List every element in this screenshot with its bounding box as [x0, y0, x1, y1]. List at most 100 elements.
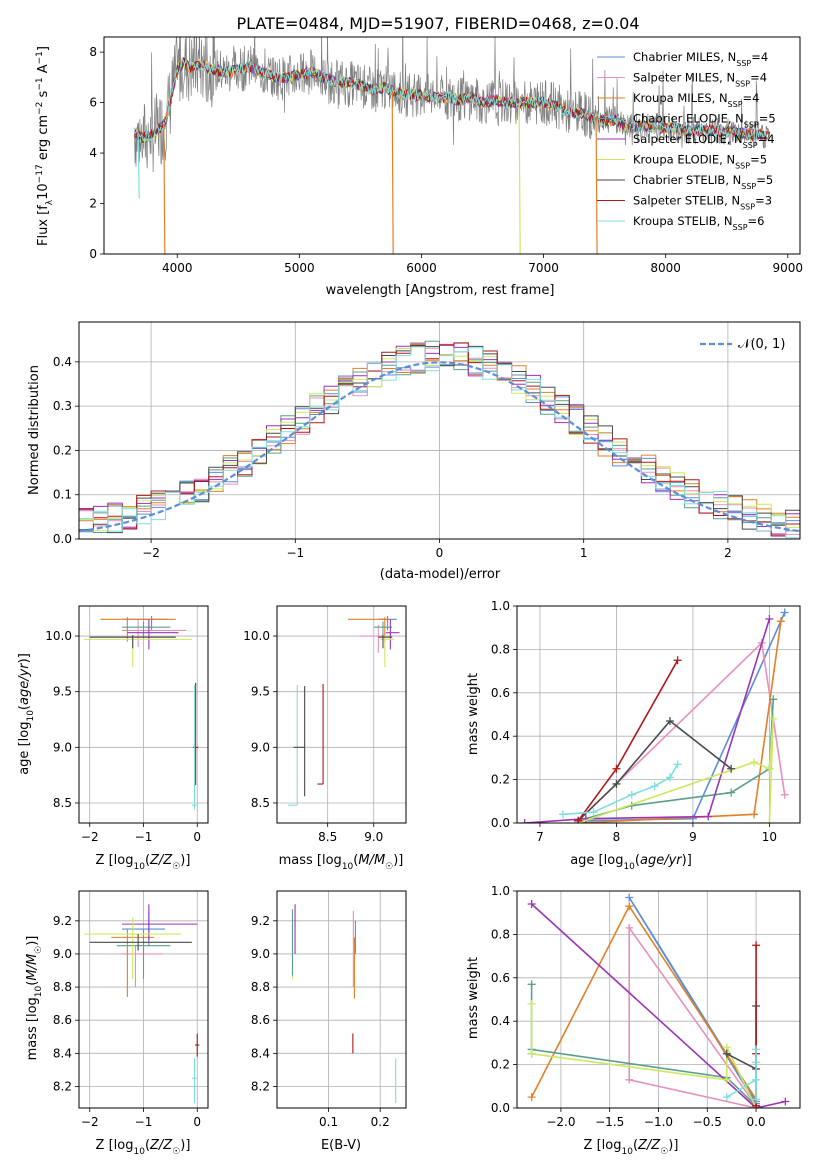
- plus-marker: [752, 1095, 761, 1104]
- y-tick-label: 0.4: [491, 1014, 510, 1028]
- x-tick-label: −1: [135, 1115, 153, 1129]
- observed-spectrum-line: [134, 37, 770, 173]
- mass-vs-Z-ylabel: mass [log10(M/M☉)]: [25, 936, 44, 1061]
- axes-frame: [516, 605, 801, 824]
- errorbar-series-group: [84, 616, 199, 810]
- y-tick-label: 8.6: [53, 1013, 72, 1027]
- plus-marker: [780, 608, 789, 617]
- y-tick-label: 0.4: [491, 729, 510, 743]
- x-tick-label: −2.0: [546, 1115, 575, 1129]
- plus-marker: [765, 764, 774, 773]
- axes-frame: [276, 890, 407, 1109]
- plus-marker: [625, 902, 634, 911]
- spectrum-series-group: [134, 37, 770, 254]
- y-tick-label: 10.0: [45, 629, 72, 643]
- mw-age-ylabel: mass weight: [466, 673, 481, 755]
- y-tick-label: 9.5: [251, 685, 270, 699]
- plus-marker: [769, 714, 778, 723]
- y-tick-label: 0.0: [491, 816, 510, 830]
- age-vs-mass-panel: 8.5 9.0 8.5 9.0 9.5 10.0: [243, 605, 407, 844]
- plus-marker: [750, 810, 759, 819]
- legend-suffix: =5: [759, 112, 776, 126]
- y-tick-label: 9.2: [251, 914, 270, 928]
- x-tick-label: −1.0: [644, 1115, 673, 1129]
- plus-marker: [527, 900, 536, 909]
- y-tick-label: 9.0: [53, 740, 72, 754]
- plus-marker: [527, 1093, 536, 1102]
- mass-weight-series-line: [530, 984, 757, 1107]
- plus-marker: [750, 758, 759, 767]
- legend-text: Chabrier STELIB, N: [633, 173, 741, 187]
- plus-marker: [781, 1097, 790, 1106]
- x-tick-label: 9.0: [364, 830, 383, 844]
- mass-weight-series-line: [578, 612, 786, 822]
- legend-suffix: =3: [755, 194, 772, 208]
- legend-entry-label: Kroupa MILES, NSSP=4: [633, 91, 759, 109]
- legend-entry-label: Chabrier MILES, NSSP=4: [633, 50, 768, 68]
- plus-marker: [752, 1045, 761, 1054]
- legend-entry-label: Chabrier ELODIE, NSSP=5: [633, 112, 776, 130]
- age-vs-Z-xlabel: Z [log10(Z/Z☉)]: [96, 853, 191, 872]
- legend-entry-label: Salpeter MILES, NSSP=4: [633, 71, 767, 89]
- y-tick-label: 8.2: [251, 1079, 270, 1093]
- legend-subscript: SSP: [744, 120, 759, 129]
- model-artifact-dip: [518, 102, 521, 254]
- normal-distribution-curve: [79, 361, 800, 533]
- x-tick-label: 2: [724, 546, 732, 560]
- plus-marker: [776, 617, 785, 626]
- model-artifact-dip: [595, 118, 598, 254]
- plus-marker: [727, 764, 736, 773]
- legend-text: Chabrier ELODIE, N: [633, 112, 744, 126]
- x-tick-label: 0: [193, 1115, 201, 1129]
- y-tick-label: 8.4: [53, 1046, 72, 1060]
- x-tick-label: −1.5: [595, 1115, 624, 1129]
- y-tick-label: 8.6: [251, 1013, 270, 1027]
- x-tick-label: 0: [436, 546, 444, 560]
- y-tick-label: 0.2: [53, 443, 72, 457]
- age-vs-Z-ylabel: age [log10(age/yr)]: [17, 653, 36, 775]
- figure-title: PLATE=0484, MJD=51907, FIBERID=0468, z=0…: [236, 14, 639, 33]
- plus-marker: [704, 812, 713, 821]
- mass-weight-series-line: [524, 618, 771, 823]
- legend-text: Kroupa ELODIE, N: [633, 153, 735, 167]
- plus-marker: [612, 779, 621, 788]
- model-artifact-dip: [391, 90, 394, 254]
- y-tick-label: 0.6: [491, 971, 510, 985]
- mass-vs-Z-panel: −2 −1 0 8.2 8.4 8.6 8.8 9.0 9.2: [53, 890, 209, 1129]
- legend-subscript: SSP: [728, 100, 743, 109]
- plus-marker: [752, 1075, 761, 1084]
- legend-suffix: =4: [743, 91, 760, 105]
- plus-marker: [765, 819, 774, 823]
- age-vs-mass-xlabel: mass [log10(M/M☉)]: [279, 853, 404, 872]
- y-tick-label: 0.1: [53, 488, 72, 502]
- mass-weight-series-line: [577, 719, 732, 822]
- line-series-group: [520, 608, 789, 823]
- y-tick-label: 10.0: [243, 629, 270, 643]
- x-tick-label: 10: [762, 830, 777, 844]
- legend-text: Salpeter STELIB, N: [633, 194, 740, 208]
- plus-marker: [574, 816, 583, 823]
- mass-vs-EBV-panel: 0.1 0.2 8.2 8.4 8.6 8.8 9.0 9.2: [251, 890, 407, 1129]
- y-tick-label: 8.8: [53, 980, 72, 994]
- y-tick-label: 8.4: [251, 1046, 270, 1060]
- y-tick-label: 0.2: [491, 773, 510, 787]
- legend-text: Chabrier MILES, N: [633, 50, 736, 64]
- y-tick-label: 0.8: [491, 927, 510, 941]
- axes-frame: [78, 890, 209, 1109]
- mass-weight-vs-age-panel: 7 8 9 10 0.0 0.2 0.4 0.6 0.8 1.0: [491, 599, 801, 844]
- mass-weight-series-line: [531, 903, 786, 1108]
- legend-text: Kroupa MILES, N: [633, 91, 728, 105]
- mass-weight-series-line: [562, 763, 679, 816]
- spectrum-ylabel: Flux [fλ10−17 erg cm−2 s−1 A−1]: [35, 46, 55, 246]
- plus-marker: [527, 980, 536, 989]
- x-tick-label: 9: [689, 830, 697, 844]
- x-tick-label: 6000: [406, 261, 437, 275]
- plus-marker: [722, 1093, 731, 1102]
- legend-entry-label: Kroupa STELIB, NSSP=6: [633, 214, 764, 232]
- plus-marker: [520, 819, 529, 823]
- x-tick-label: 8: [613, 830, 621, 844]
- spectrum-panel: 4000 5000 6000 7000 8000 9000 0 2 4 6 8 wavelength…: [35, 36, 803, 298]
- x-tick-label: −2: [81, 830, 99, 844]
